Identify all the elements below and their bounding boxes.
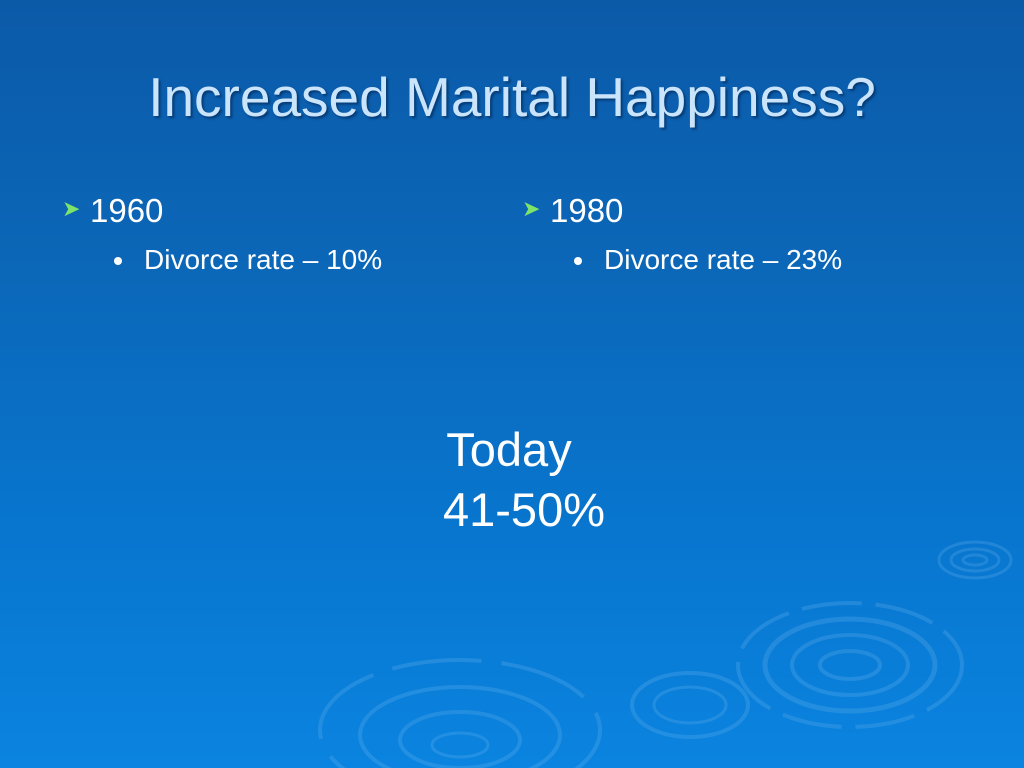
arrowhead-bullet-icon: ➤ bbox=[522, 196, 541, 221]
today-callout: Today 41-50% bbox=[0, 422, 1024, 538]
divorce-rate-text: Divorce rate – 23% bbox=[604, 244, 843, 275]
list-item: Divorce rate – 23% bbox=[574, 243, 942, 277]
slide-title: Increased Marital Happiness? bbox=[148, 66, 876, 128]
today-label: Today bbox=[446, 423, 572, 476]
divorce-rate-text: Divorce rate – 10% bbox=[144, 244, 383, 275]
arrowhead-bullet-icon: ➤ bbox=[62, 196, 81, 221]
heading-year: 1980 bbox=[550, 192, 624, 229]
column-heading: ➤ 1960 bbox=[62, 189, 482, 233]
heading-year: 1960 bbox=[90, 192, 164, 229]
list-item: Divorce rate – 10% bbox=[114, 243, 482, 277]
column-heading: ➤ 1980 bbox=[522, 189, 942, 233]
today-value: 41-50% bbox=[443, 483, 605, 536]
column-1960: ➤ 1960 Divorce rate – 10% bbox=[62, 189, 482, 277]
round-dot-bullet-icon bbox=[114, 257, 122, 265]
round-dot-bullet-icon bbox=[574, 257, 582, 265]
column-1980: ➤ 1980 Divorce rate – 23% bbox=[522, 189, 942, 277]
